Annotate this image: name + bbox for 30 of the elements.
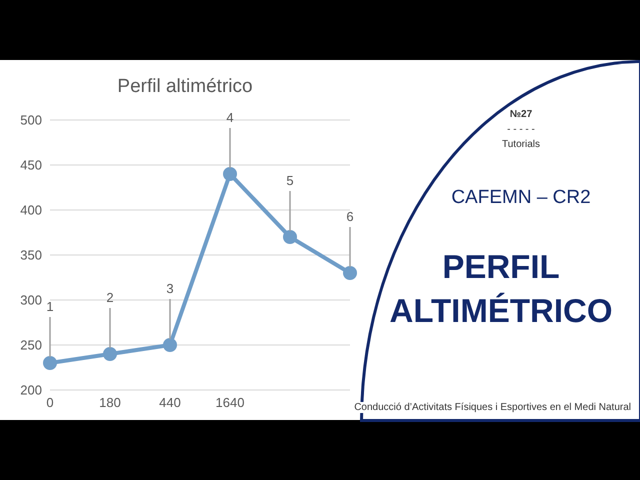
x-tick-label: 1640 <box>216 395 244 410</box>
annotation: 4 <box>226 110 234 125</box>
point <box>163 338 177 352</box>
point <box>223 167 237 181</box>
annotation: 1 <box>46 299 54 314</box>
annotation: 3 <box>166 281 174 296</box>
text: №27 <box>508 108 534 122</box>
y-tick-label: 400 <box>20 202 42 218</box>
text: Conducció d’Activitats Físiques i Esportives en el Medi Natural <box>352 402 633 413</box>
annotation: 2 <box>106 290 114 305</box>
x-tick-label: 0 <box>46 395 54 410</box>
text: PERFIL ALTIMÉTRICO <box>388 247 614 331</box>
text: - - - - - <box>506 123 536 137</box>
chart-title: Perfil altimétrico <box>116 76 254 98</box>
y-tick-label: 500 <box>20 112 42 128</box>
x-tick-label: 440 <box>159 395 181 410</box>
point <box>103 347 117 361</box>
y-tick-label: 450 <box>20 158 42 173</box>
x-tick-label: 180 <box>99 395 121 410</box>
y-tick-label: 350 <box>20 248 42 263</box>
y-tick-label: 300 <box>20 292 42 308</box>
y-tick-label: 200 <box>20 382 42 398</box>
y-tick-label: 250 <box>20 338 42 353</box>
text: Tutorials <box>501 138 541 152</box>
point <box>43 356 57 370</box>
point <box>343 266 357 280</box>
point <box>283 230 297 244</box>
text: CAFEMN – CR2 <box>450 187 592 209</box>
annotation: 5 <box>286 173 294 188</box>
annotation: 6 <box>346 209 354 224</box>
